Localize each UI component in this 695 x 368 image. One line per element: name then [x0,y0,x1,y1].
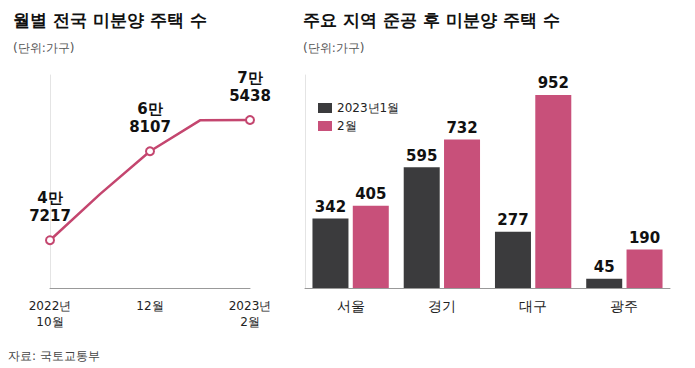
svg-text:대구: 대구 [519,298,547,314]
svg-text:(단위:가구): (단위:가구) [303,41,364,55]
svg-text:342: 342 [315,198,346,216]
svg-text:190: 190 [629,229,660,247]
svg-text:4만: 4만 [37,189,62,207]
svg-text:2023년1월: 2023년1월 [337,101,399,115]
svg-text:(단위:가구): (단위:가구) [13,41,74,55]
svg-text:자료: 국토교통부: 자료: 국토교통부 [8,349,100,363]
svg-text:12월: 12월 [136,299,163,313]
svg-text:2월: 2월 [240,315,260,329]
svg-text:2022년: 2022년 [29,299,72,313]
svg-text:952: 952 [538,74,569,92]
svg-text:주요 지역 준공 후 미분양 주택 수: 주요 지역 준공 후 미분양 주택 수 [303,10,560,30]
svg-text:732: 732 [446,119,477,137]
svg-text:277: 277 [497,211,528,229]
svg-text:경기: 경기 [428,298,456,314]
svg-text:광주: 광주 [610,298,638,314]
svg-text:6만: 6만 [137,100,162,118]
svg-text:405: 405 [355,185,386,203]
svg-text:월별 전국 미분양 주택 수: 월별 전국 미분양 주택 수 [13,10,207,30]
svg-text:2월: 2월 [337,119,357,133]
svg-text:7217: 7217 [29,207,71,225]
svg-text:8107: 8107 [129,118,171,136]
svg-text:7만: 7만 [237,69,262,87]
svg-text:45: 45 [594,258,615,276]
svg-text:10월: 10월 [36,315,63,329]
svg-text:5438: 5438 [229,87,271,105]
svg-text:595: 595 [406,147,437,165]
svg-text:서울: 서울 [337,298,365,314]
svg-text:2023년: 2023년 [229,299,272,313]
